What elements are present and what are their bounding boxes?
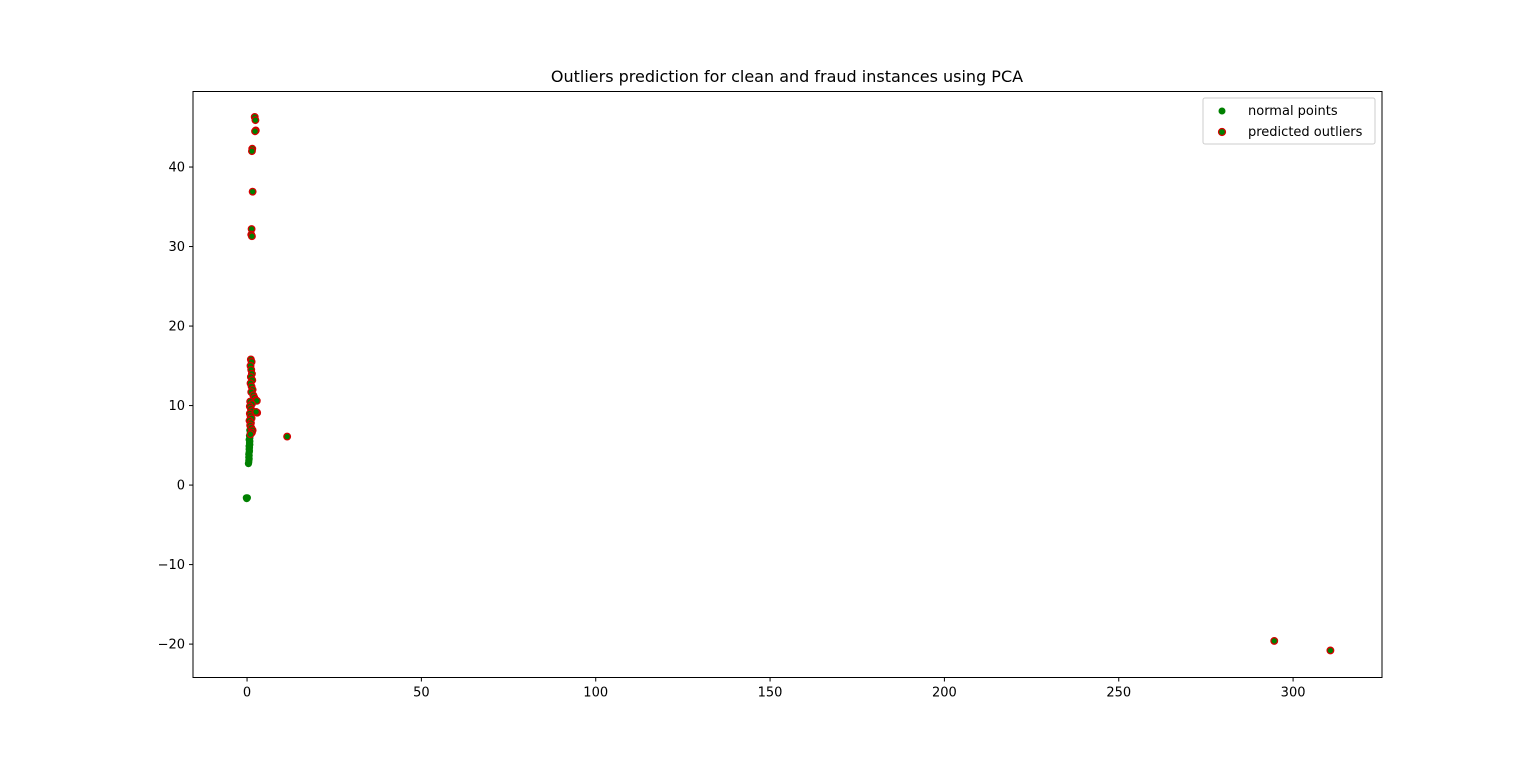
data-point-outlier [251, 116, 260, 125]
series-predicted-outliers [245, 112, 1335, 655]
x-tick-label: 200 [932, 686, 957, 701]
y-tick-label: 0 [177, 479, 185, 494]
legend-label-normal-points: normal points [1248, 104, 1338, 119]
data-point-normal [243, 494, 251, 503]
x-tick-label: 100 [583, 686, 608, 701]
plot-frame [192, 91, 1383, 678]
y-tick-label: 40 [168, 161, 185, 176]
y-tick-label: 10 [168, 399, 185, 414]
data-point-outlier [251, 127, 260, 136]
data-point-outlier [247, 147, 256, 156]
legend-label-predicted-outliers: predicted outliers [1248, 125, 1363, 140]
y-tick-label: −20 [158, 638, 185, 653]
data-point-outlier [246, 430, 255, 439]
legend-box [1202, 97, 1376, 145]
data-point-outlier [1326, 646, 1335, 655]
x-tick-label: 0 [243, 686, 251, 701]
y-tick-label: 20 [168, 320, 185, 335]
data-point-outlier [247, 232, 256, 241]
data-point-outlier [283, 432, 292, 441]
x-tick-label: 300 [1281, 686, 1306, 701]
x-axis: 0 50 100 150 200 250 300 [243, 677, 1306, 701]
legend-marker-predicted-outliers [1217, 127, 1227, 137]
x-tick-label: 50 [413, 686, 430, 701]
legend-marker-normal-points [1218, 107, 1226, 115]
data-point-outlier [248, 187, 257, 196]
x-tick-label: 150 [758, 686, 783, 701]
data-point-outlier [1270, 636, 1279, 645]
legend: normal points predicted outliers [1202, 97, 1376, 145]
x-tick-label: 250 [1106, 686, 1131, 701]
y-tick-label: 30 [168, 240, 185, 255]
chart-title: Outliers prediction for clean and fraud … [551, 67, 1023, 86]
y-tick-label: −10 [158, 558, 185, 573]
y-axis: −20 −10 0 10 20 30 40 [158, 161, 193, 653]
